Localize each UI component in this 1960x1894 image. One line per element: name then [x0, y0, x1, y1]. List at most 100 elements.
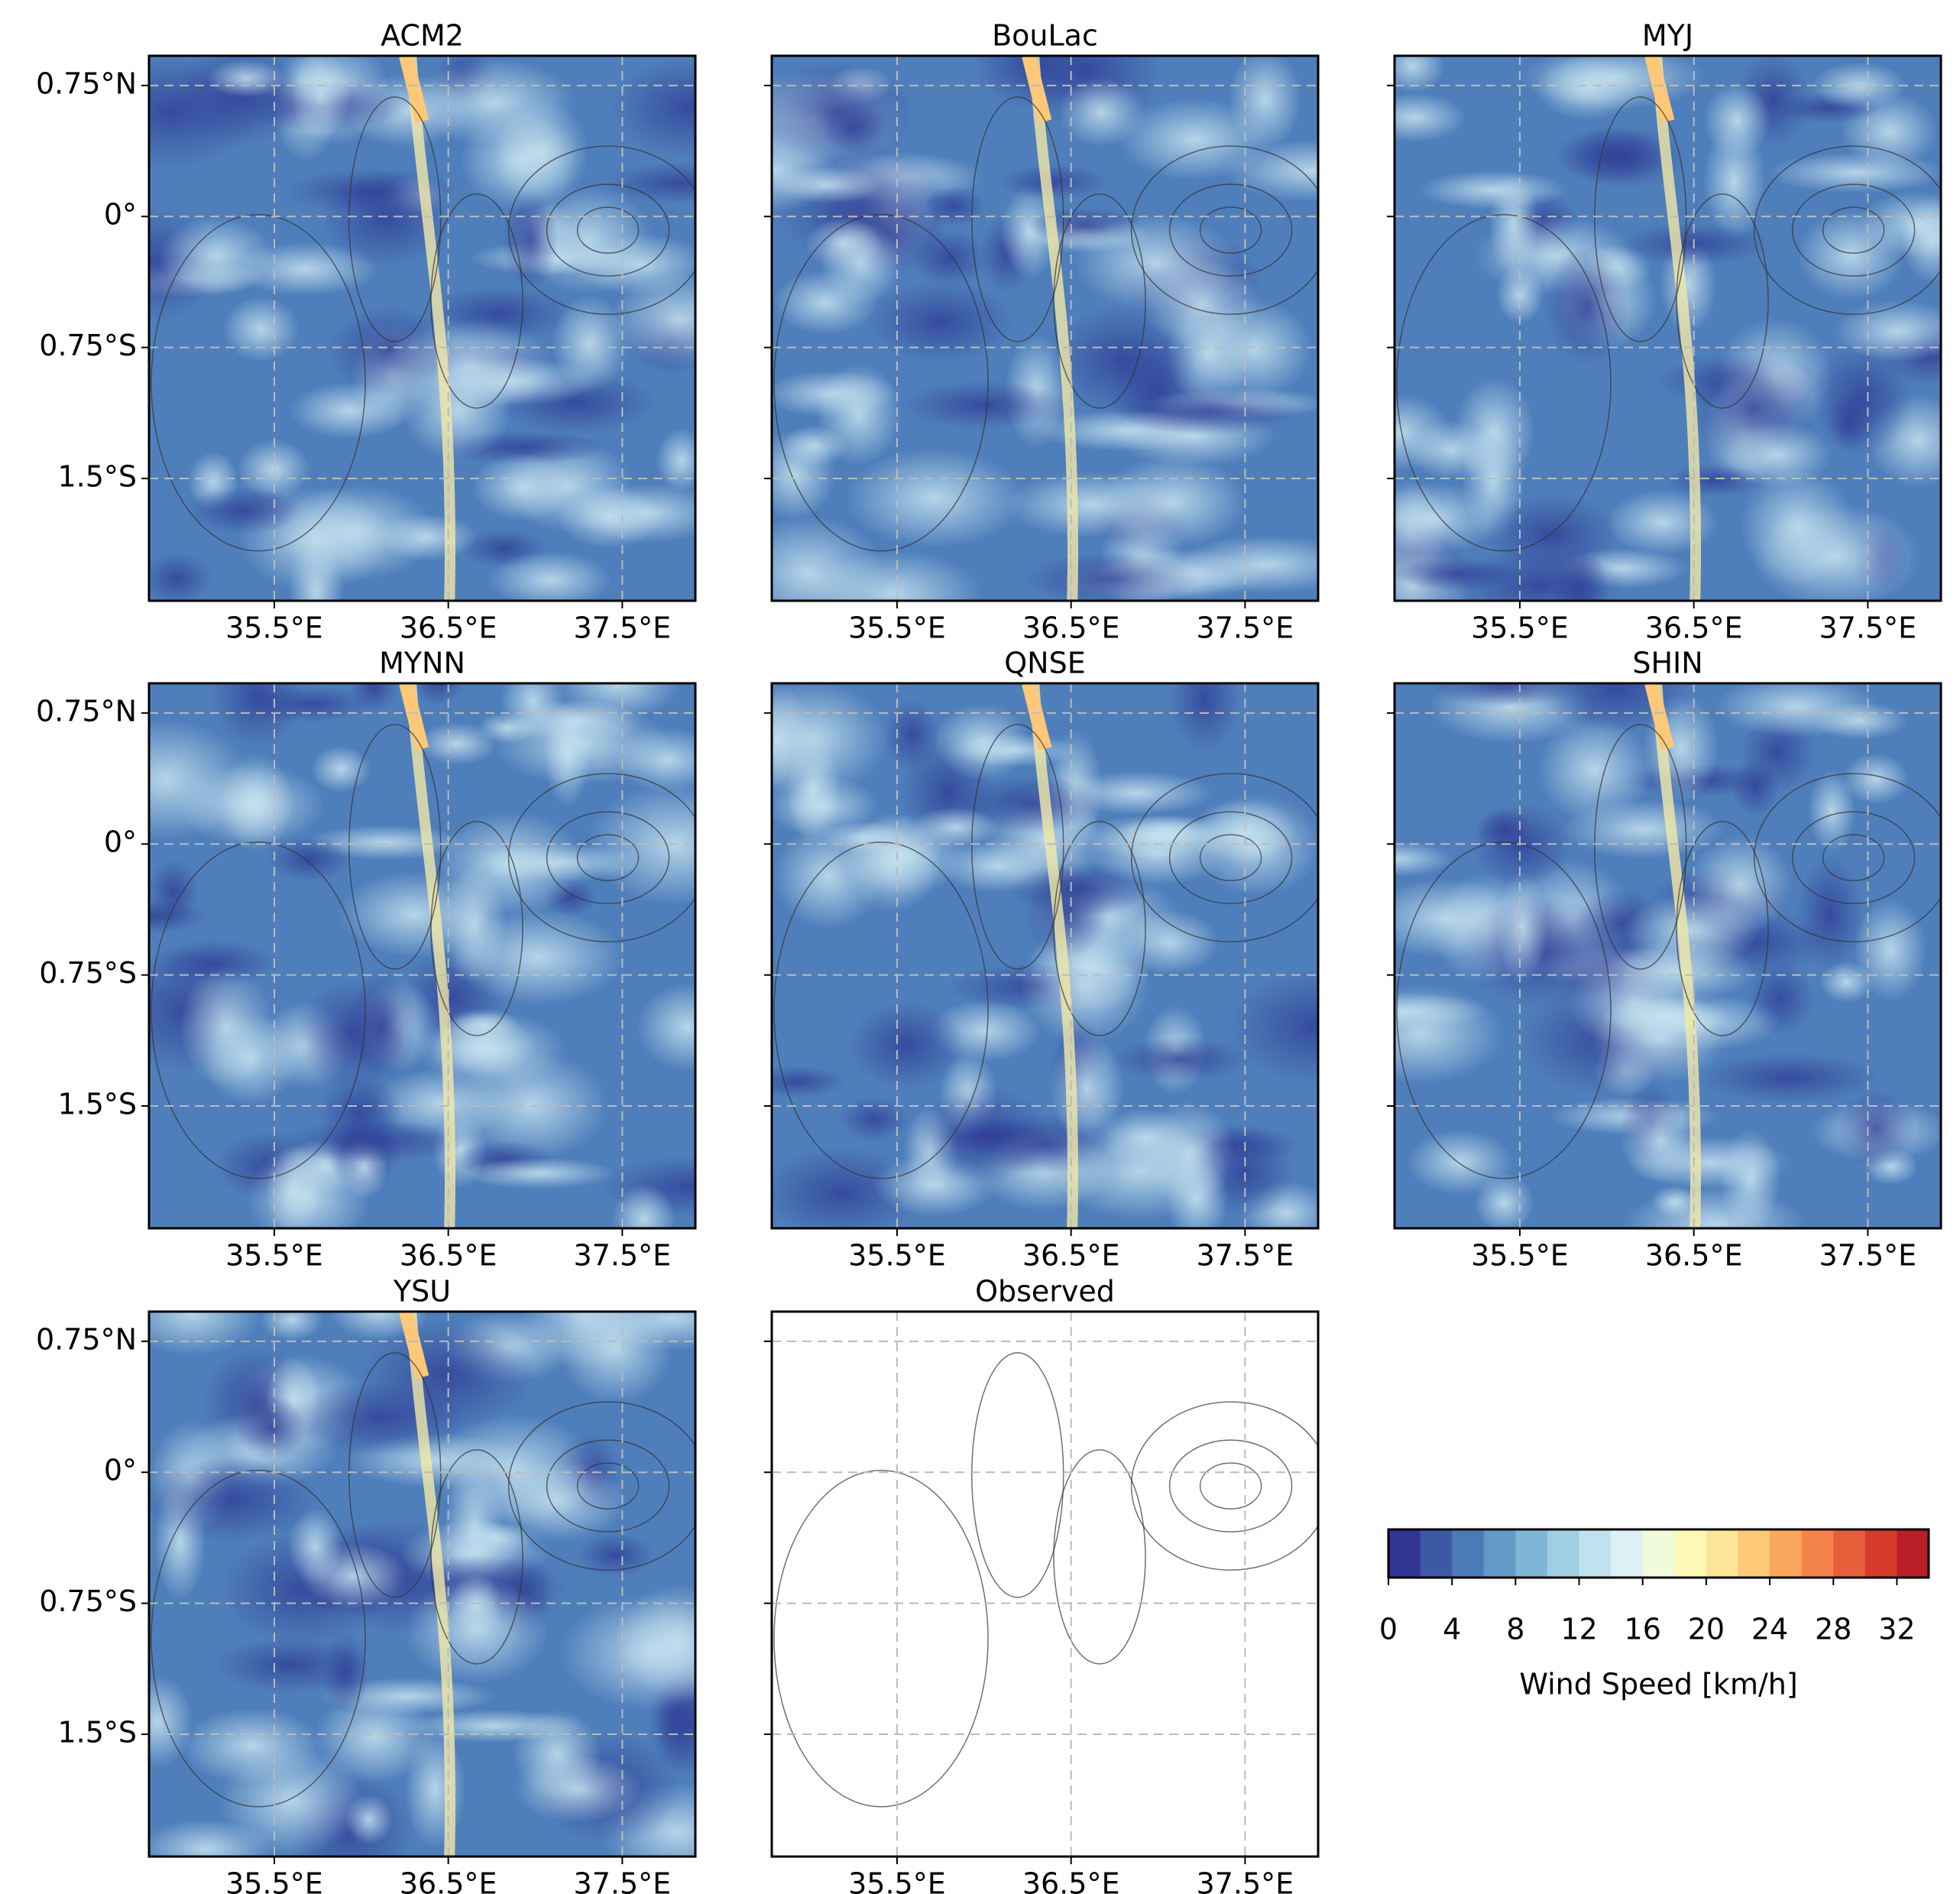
- colorbar-tick-label: 32: [1878, 1613, 1915, 1646]
- colorbar-segment: [1770, 1529, 1803, 1578]
- panel-frame: [770, 682, 1320, 1230]
- map-texture: [149, 552, 213, 601]
- x-tick-label: 36.5°E: [1645, 1239, 1743, 1273]
- y-tick-label: 1.5°S: [57, 460, 137, 494]
- map-texture: [149, 858, 199, 926]
- y-tick-label: 1.5°S: [57, 1716, 137, 1750]
- x-tick-label: 37.5°E: [1197, 1867, 1294, 1894]
- map-texture: [1624, 893, 1760, 968]
- x-tick-label: 35.5°E: [1471, 611, 1569, 645]
- panel-frame: [770, 1310, 1320, 1858]
- panel-title: MYNN: [379, 647, 465, 680]
- map-texture: [609, 57, 695, 159]
- map-texture: [296, 979, 406, 1089]
- colorbar-segment: [1420, 1529, 1453, 1578]
- map-texture: [260, 1312, 323, 1341]
- rift-valley: [406, 683, 456, 1228]
- map-texture: [1535, 56, 1641, 120]
- map-texture: [1406, 1129, 1514, 1195]
- map-texture: [911, 807, 999, 848]
- map-texture: [847, 1001, 965, 1090]
- y-tick-label: 0.75°S: [39, 1584, 137, 1618]
- colorbar-segment: [1483, 1529, 1516, 1578]
- x-tick-label: 35.5°E: [225, 1239, 323, 1273]
- map-texture: [820, 222, 902, 306]
- contour: [1676, 193, 1769, 409]
- y-tick-label: 1.5°S: [57, 1088, 137, 1121]
- map-texture: [290, 1380, 471, 1455]
- contour: [971, 724, 1064, 970]
- colorbar-segment: [1833, 1529, 1866, 1578]
- map-texture: [436, 811, 585, 917]
- map-texture: [1900, 197, 1941, 284]
- contour: [507, 773, 695, 942]
- panel-frame: [147, 682, 697, 1230]
- contour: [773, 842, 989, 1179]
- contour: [546, 1439, 670, 1532]
- y-tick-label: 0.75°N: [36, 66, 137, 100]
- contour: [971, 96, 1064, 342]
- contour: [348, 1352, 442, 1598]
- colorbar-segment: [1674, 1529, 1707, 1578]
- map-texture: [249, 686, 375, 723]
- map-texture: [1699, 1052, 1881, 1104]
- map-texture: [1715, 683, 1877, 738]
- map-texture: [1224, 139, 1318, 202]
- x-tick-label: 36.5°E: [1022, 1239, 1120, 1273]
- x-tick-label: 35.5°E: [225, 1867, 323, 1894]
- contour: [1199, 834, 1262, 881]
- rift-peak: [1644, 56, 1675, 123]
- contour: [348, 96, 442, 342]
- panel: [149, 683, 695, 1228]
- contour: [1199, 206, 1262, 254]
- colorbar-segment: [1801, 1529, 1834, 1578]
- panel-frame: [1393, 54, 1942, 602]
- contour: [1053, 821, 1146, 1036]
- colorbar-tick-label: 20: [1688, 1613, 1725, 1646]
- panel: [149, 56, 695, 601]
- map-texture: [884, 698, 941, 772]
- map-texture: [611, 1184, 675, 1228]
- y-tick-label: 0°: [104, 825, 137, 859]
- contour: [1396, 214, 1612, 552]
- map-texture: [1086, 821, 1230, 886]
- map-texture: [772, 370, 898, 417]
- map-texture: [838, 1096, 910, 1142]
- map-texture: [997, 164, 1108, 199]
- map-texture: [1568, 957, 1702, 1050]
- map-texture: [460, 110, 578, 211]
- y-tick-label: 0°: [104, 1454, 137, 1487]
- map-texture: [1395, 92, 1467, 142]
- map-texture: [1834, 300, 1941, 362]
- map-texture: [844, 449, 1025, 548]
- contour: [1130, 1401, 1318, 1571]
- map-texture: [1475, 808, 1532, 851]
- contour: [151, 842, 366, 1179]
- contour: [430, 193, 523, 409]
- panel-frame: [770, 54, 1320, 602]
- map-texture: [149, 1312, 262, 1355]
- contour: [151, 214, 366, 552]
- map-texture: [924, 186, 985, 227]
- x-tick-label: 36.5°E: [400, 1867, 497, 1894]
- map-texture: [1723, 421, 1832, 488]
- map-background: [772, 1312, 1318, 1857]
- panel: [149, 1312, 695, 1857]
- map-texture: [782, 425, 848, 467]
- map-texture: [1058, 77, 1145, 147]
- rift-valley: [1651, 56, 1702, 601]
- panel: [772, 56, 1318, 601]
- y-tick-label: 0.75°S: [39, 956, 137, 990]
- colorbar-tick-label: 4: [1443, 1613, 1461, 1646]
- contour: [546, 183, 670, 277]
- map-texture: [1023, 868, 1110, 958]
- map-texture: [1563, 125, 1686, 189]
- colorbar-label: Wind Speed [km/h]: [1519, 1668, 1797, 1701]
- colorbar-segment: [1515, 1529, 1548, 1578]
- rift-valley: [406, 56, 456, 601]
- panel-title: QNSE: [1004, 647, 1085, 680]
- map-texture: [322, 1631, 370, 1714]
- rift-peak: [399, 1312, 429, 1379]
- map-texture: [1552, 544, 1609, 601]
- contour: [1130, 145, 1318, 315]
